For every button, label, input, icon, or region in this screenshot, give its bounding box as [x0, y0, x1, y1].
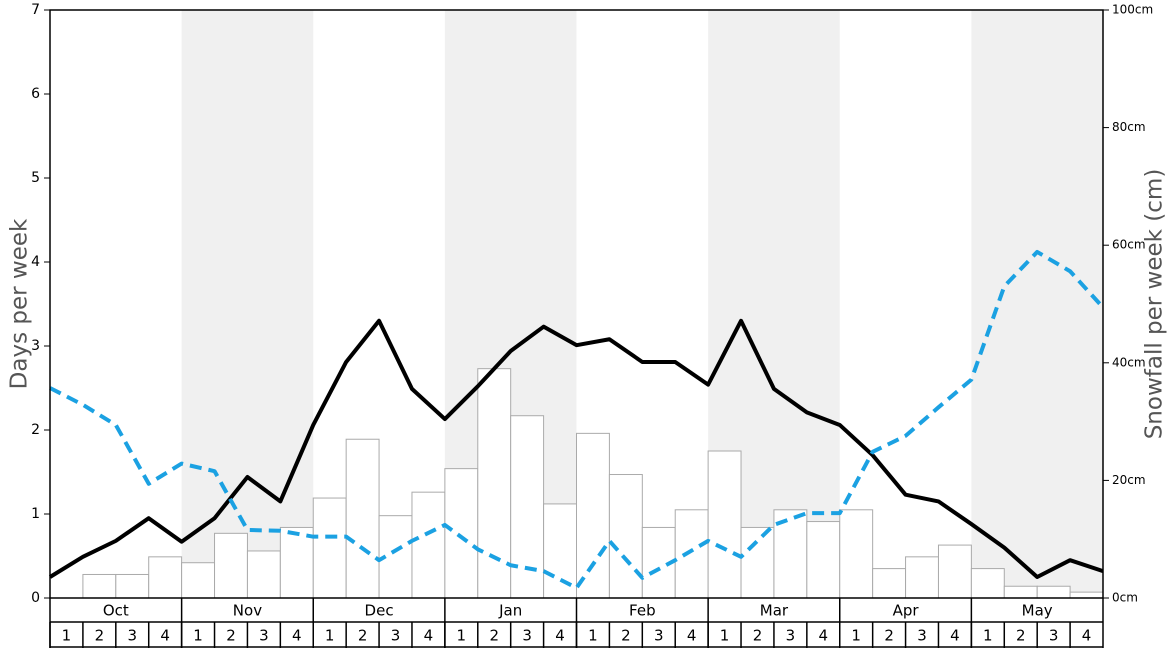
month-label: Jan — [498, 602, 522, 620]
week-label: 3 — [1049, 627, 1059, 645]
y2-tick-label: 80cm — [1112, 120, 1146, 134]
week-label: 1 — [62, 627, 72, 645]
week-label: 4 — [160, 627, 170, 645]
data-line — [49, 249, 1105, 590]
week-label: 1 — [193, 627, 203, 645]
week-label: 1 — [983, 627, 993, 645]
month-band — [971, 10, 1103, 598]
y2-tick-label: 100cm — [1112, 3, 1153, 17]
y-axis-title: Days per week — [7, 218, 33, 389]
bar — [411, 491, 446, 599]
bar — [905, 556, 939, 599]
bar — [181, 562, 216, 599]
week-label: 3 — [917, 627, 927, 645]
month-label: Dec — [365, 602, 394, 620]
bar — [345, 438, 380, 599]
bar — [674, 509, 709, 599]
y-tick-label: 5 — [31, 170, 40, 186]
week-label: 1 — [851, 627, 861, 645]
week-label: 3 — [654, 627, 664, 645]
bar — [937, 544, 972, 599]
month-band — [181, 10, 314, 598]
week-label: 3 — [127, 627, 137, 645]
background — [181, 10, 1103, 598]
week-label: 1 — [588, 627, 598, 645]
week-label: 4 — [424, 627, 434, 645]
week-label: 2 — [95, 627, 105, 645]
y2-tick-label: 20cm — [1112, 473, 1146, 487]
bar — [214, 532, 248, 599]
week-label: 2 — [753, 627, 763, 645]
bar — [806, 521, 841, 599]
bar — [970, 568, 1005, 599]
week-label: 2 — [1016, 627, 1026, 645]
week-label: 3 — [259, 627, 269, 645]
y-tick-label: 2 — [31, 422, 40, 438]
y-tick-label: 6 — [31, 86, 40, 102]
y2-tick-label: 0cm — [1112, 591, 1138, 605]
bar — [1003, 585, 1038, 599]
bar — [444, 468, 479, 599]
y2-axis-title: Snowfall per week (cm) — [1142, 169, 1168, 440]
week-label: 4 — [292, 627, 302, 645]
y2-tick-label: 60cm — [1112, 238, 1146, 252]
month-label: Apr — [893, 602, 920, 620]
bar — [839, 509, 874, 599]
bar — [82, 573, 117, 599]
y-tick-label: 0 — [31, 590, 40, 606]
month-label: Feb — [629, 602, 656, 620]
y-tick-label: 3 — [31, 338, 40, 354]
y-tick-label: 1 — [31, 506, 40, 522]
y-tick-label: 7 — [31, 2, 40, 18]
bar — [115, 573, 150, 599]
week-label: 2 — [884, 627, 894, 645]
month-label: Oct — [103, 602, 129, 620]
week-label: 4 — [950, 627, 960, 645]
week-label: 1 — [720, 627, 730, 645]
week-label: 2 — [358, 627, 368, 645]
week-label: 3 — [391, 627, 401, 645]
week-label: 2 — [489, 627, 499, 645]
y-tick-label: 4 — [31, 254, 40, 270]
bar — [740, 526, 775, 599]
bar — [576, 432, 610, 599]
bar — [279, 526, 314, 599]
bar — [148, 556, 183, 599]
bar — [1069, 591, 1104, 599]
bar — [608, 474, 643, 599]
bar — [707, 450, 742, 599]
bar — [246, 550, 281, 599]
week-label: 1 — [325, 627, 335, 645]
month-label: Mar — [760, 602, 789, 620]
week-label: 4 — [687, 627, 697, 645]
month-label: Nov — [233, 602, 262, 620]
bar — [872, 568, 907, 599]
week-label: 3 — [522, 627, 532, 645]
bar — [543, 503, 577, 599]
week-label: 1 — [457, 627, 467, 645]
week-label: 2 — [621, 627, 631, 645]
bar — [477, 368, 512, 599]
month-label: May — [1022, 602, 1053, 620]
week-label: 4 — [555, 627, 565, 645]
y2-tick-label: 40cm — [1112, 355, 1146, 369]
bar — [312, 497, 347, 599]
bar — [510, 415, 545, 599]
week-label: 3 — [786, 627, 796, 645]
week-label: 4 — [819, 627, 829, 645]
bar — [1036, 585, 1071, 599]
week-label: 2 — [226, 627, 236, 645]
data-line — [48, 318, 1104, 579]
week-label: 4 — [1082, 627, 1092, 645]
